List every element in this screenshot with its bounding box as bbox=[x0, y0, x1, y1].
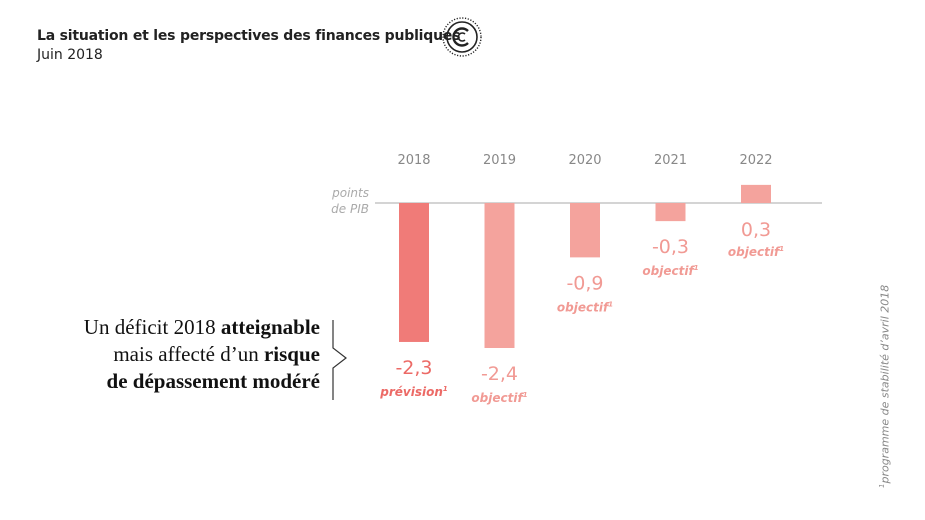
headline-text: Un déficit 2018 atteignable mais affecté… bbox=[0, 314, 320, 395]
footnote-text: programme de stabilité d’avril 2018 bbox=[878, 284, 892, 484]
bar-2020 bbox=[570, 203, 600, 258]
status-label-2019: objectif1 bbox=[471, 391, 527, 405]
bar-2019 bbox=[484, 203, 515, 348]
headline-bold-2: risque bbox=[263, 342, 320, 366]
category-label-2021: 2021 bbox=[654, 153, 687, 168]
status-label-2018: prévision1 bbox=[379, 385, 448, 399]
status-sup-2020: 1 bbox=[608, 300, 613, 308]
page-subtitle: Juin 2018 bbox=[37, 47, 103, 63]
category-label-2020: 2020 bbox=[568, 153, 601, 168]
cour-des-comptes-seal-icon bbox=[442, 17, 482, 57]
unit-label-line1: points bbox=[331, 186, 369, 200]
headline-part-2: mais affecté d’un bbox=[113, 342, 264, 366]
footnote: 1programme de stabilité d’avril 2018 bbox=[878, 285, 892, 488]
bar-2018 bbox=[399, 203, 429, 342]
bar-2021 bbox=[655, 203, 686, 222]
status-label-2021: objectif1 bbox=[642, 264, 698, 278]
headline-bold-1: atteignable bbox=[220, 315, 320, 339]
status-label-2020: objectif1 bbox=[557, 300, 613, 314]
status-sup-2021: 1 bbox=[694, 264, 699, 272]
category-label-2022: 2022 bbox=[739, 153, 772, 168]
category-label-2018: 2018 bbox=[397, 153, 430, 168]
footnote-sup: 1 bbox=[878, 483, 886, 488]
category-label-2019: 2019 bbox=[483, 153, 516, 168]
status-label-2022: objectif1 bbox=[728, 245, 784, 259]
headline-part-1: Un déficit 2018 bbox=[83, 315, 221, 339]
value-label-2021: -0,3 bbox=[652, 236, 689, 258]
value-label-2022: 0,3 bbox=[741, 219, 771, 241]
status-sup-2019: 1 bbox=[523, 391, 528, 399]
status-sup-2018: 1 bbox=[443, 385, 448, 393]
headline-bold-3: de dépassement modéré bbox=[106, 369, 320, 393]
page-title: La situation et les perspectives des fin… bbox=[37, 28, 461, 44]
brace-bracket-icon bbox=[332, 320, 347, 400]
value-label-2018: -2,3 bbox=[395, 357, 432, 379]
status-sup-2022: 1 bbox=[779, 245, 784, 253]
value-label-2019: -2,4 bbox=[481, 363, 518, 385]
unit-label-line2: de PIB bbox=[331, 202, 369, 216]
value-label-2020: -0,9 bbox=[566, 272, 603, 294]
bar-2022 bbox=[741, 184, 771, 203]
